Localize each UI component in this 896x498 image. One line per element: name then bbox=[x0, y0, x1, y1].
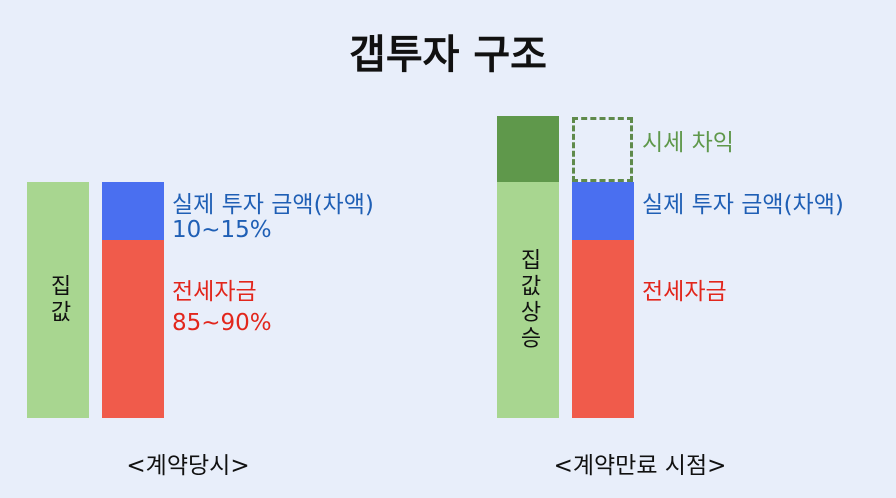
investment-ratio: 10~15% bbox=[172, 217, 272, 243]
deposit-label: 전세자금 bbox=[172, 279, 257, 305]
caption: <계약만료 시점> bbox=[553, 453, 727, 479]
gain-block bbox=[497, 116, 559, 182]
investment-label: 실제 투자 금액(차액) bbox=[642, 192, 844, 218]
house-price-bar: 집값 bbox=[27, 182, 89, 418]
gain-outline bbox=[572, 117, 633, 182]
investment-block bbox=[102, 182, 164, 240]
title: 갭투자 구조 bbox=[349, 32, 547, 78]
gain-label: 시세 차익 bbox=[642, 130, 734, 156]
deposit-ratio: 85~90% bbox=[172, 310, 272, 336]
deposit-block bbox=[572, 240, 634, 418]
caption: <계약당시> bbox=[126, 453, 250, 479]
house-price-bar: 집값상승 bbox=[497, 182, 559, 418]
investment-block bbox=[572, 182, 634, 240]
investment-label: 실제 투자 금액(차액) bbox=[172, 192, 374, 218]
deposit-label: 전세자금 bbox=[642, 279, 727, 305]
deposit-block bbox=[102, 240, 164, 418]
